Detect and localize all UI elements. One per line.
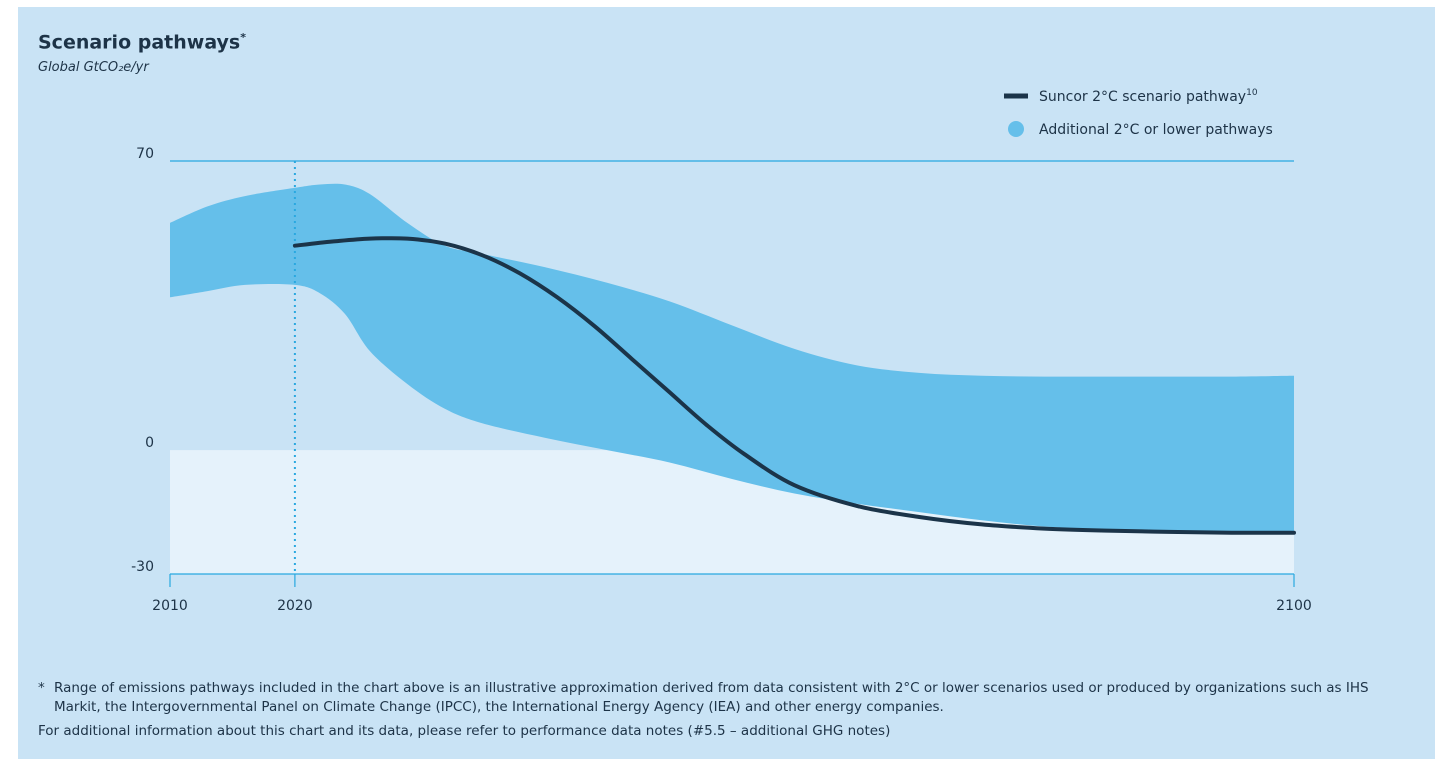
- y-tick-label: 0: [145, 435, 154, 451]
- chart-panel: Scenario pathways* Global GtCO₂e/yr 70 0-…: [18, 7, 1435, 759]
- y-tick-label: 70: [136, 146, 154, 162]
- legend-label-additional: Additional 2°C or lower pathways: [1039, 122, 1273, 138]
- chart-title: Scenario pathways*: [38, 31, 246, 53]
- y-axis-ticks: 70 0 -30: [131, 146, 154, 575]
- footnotes: * Range of emissions pathways included i…: [38, 679, 1418, 741]
- y-tick-label: -30: [131, 559, 154, 575]
- scenario-chart: 70 0 -30 2010 2020 2100 Suncor 2°C scenario …: [131, 88, 1312, 614]
- chart-legend: Suncor 2°C scenario pathway10 Additional …: [1004, 88, 1273, 138]
- x-tick-label: 2100: [1276, 598, 1312, 614]
- footnote-star: * Range of emissions pathways included i…: [38, 679, 1418, 717]
- legend-superscript: 10: [1246, 88, 1258, 98]
- pathway-band-area: [170, 183, 1294, 533]
- legend-label-suncor: Suncor 2°C scenario pathway10: [1039, 88, 1258, 105]
- footnote-star-text: Range of emissions pathways included in …: [54, 680, 1369, 715]
- footnote-star-mark: *: [38, 680, 45, 696]
- x-axis-ticks: 2010 2020 2100: [152, 574, 1312, 614]
- title-footnote-marker: *: [240, 31, 247, 44]
- footnote-additional-info: For additional information about this ch…: [38, 723, 891, 739]
- chart-title-text: Scenario pathways: [38, 31, 241, 54]
- x-tick-label: 2020: [277, 598, 313, 614]
- chart-subtitle: Global GtCO₂e/yr: [38, 60, 149, 75]
- legend-dot-swatch: [1008, 121, 1024, 137]
- x-tick-label: 2010: [152, 598, 188, 614]
- suncor-pathway-line: [292, 236, 1296, 535]
